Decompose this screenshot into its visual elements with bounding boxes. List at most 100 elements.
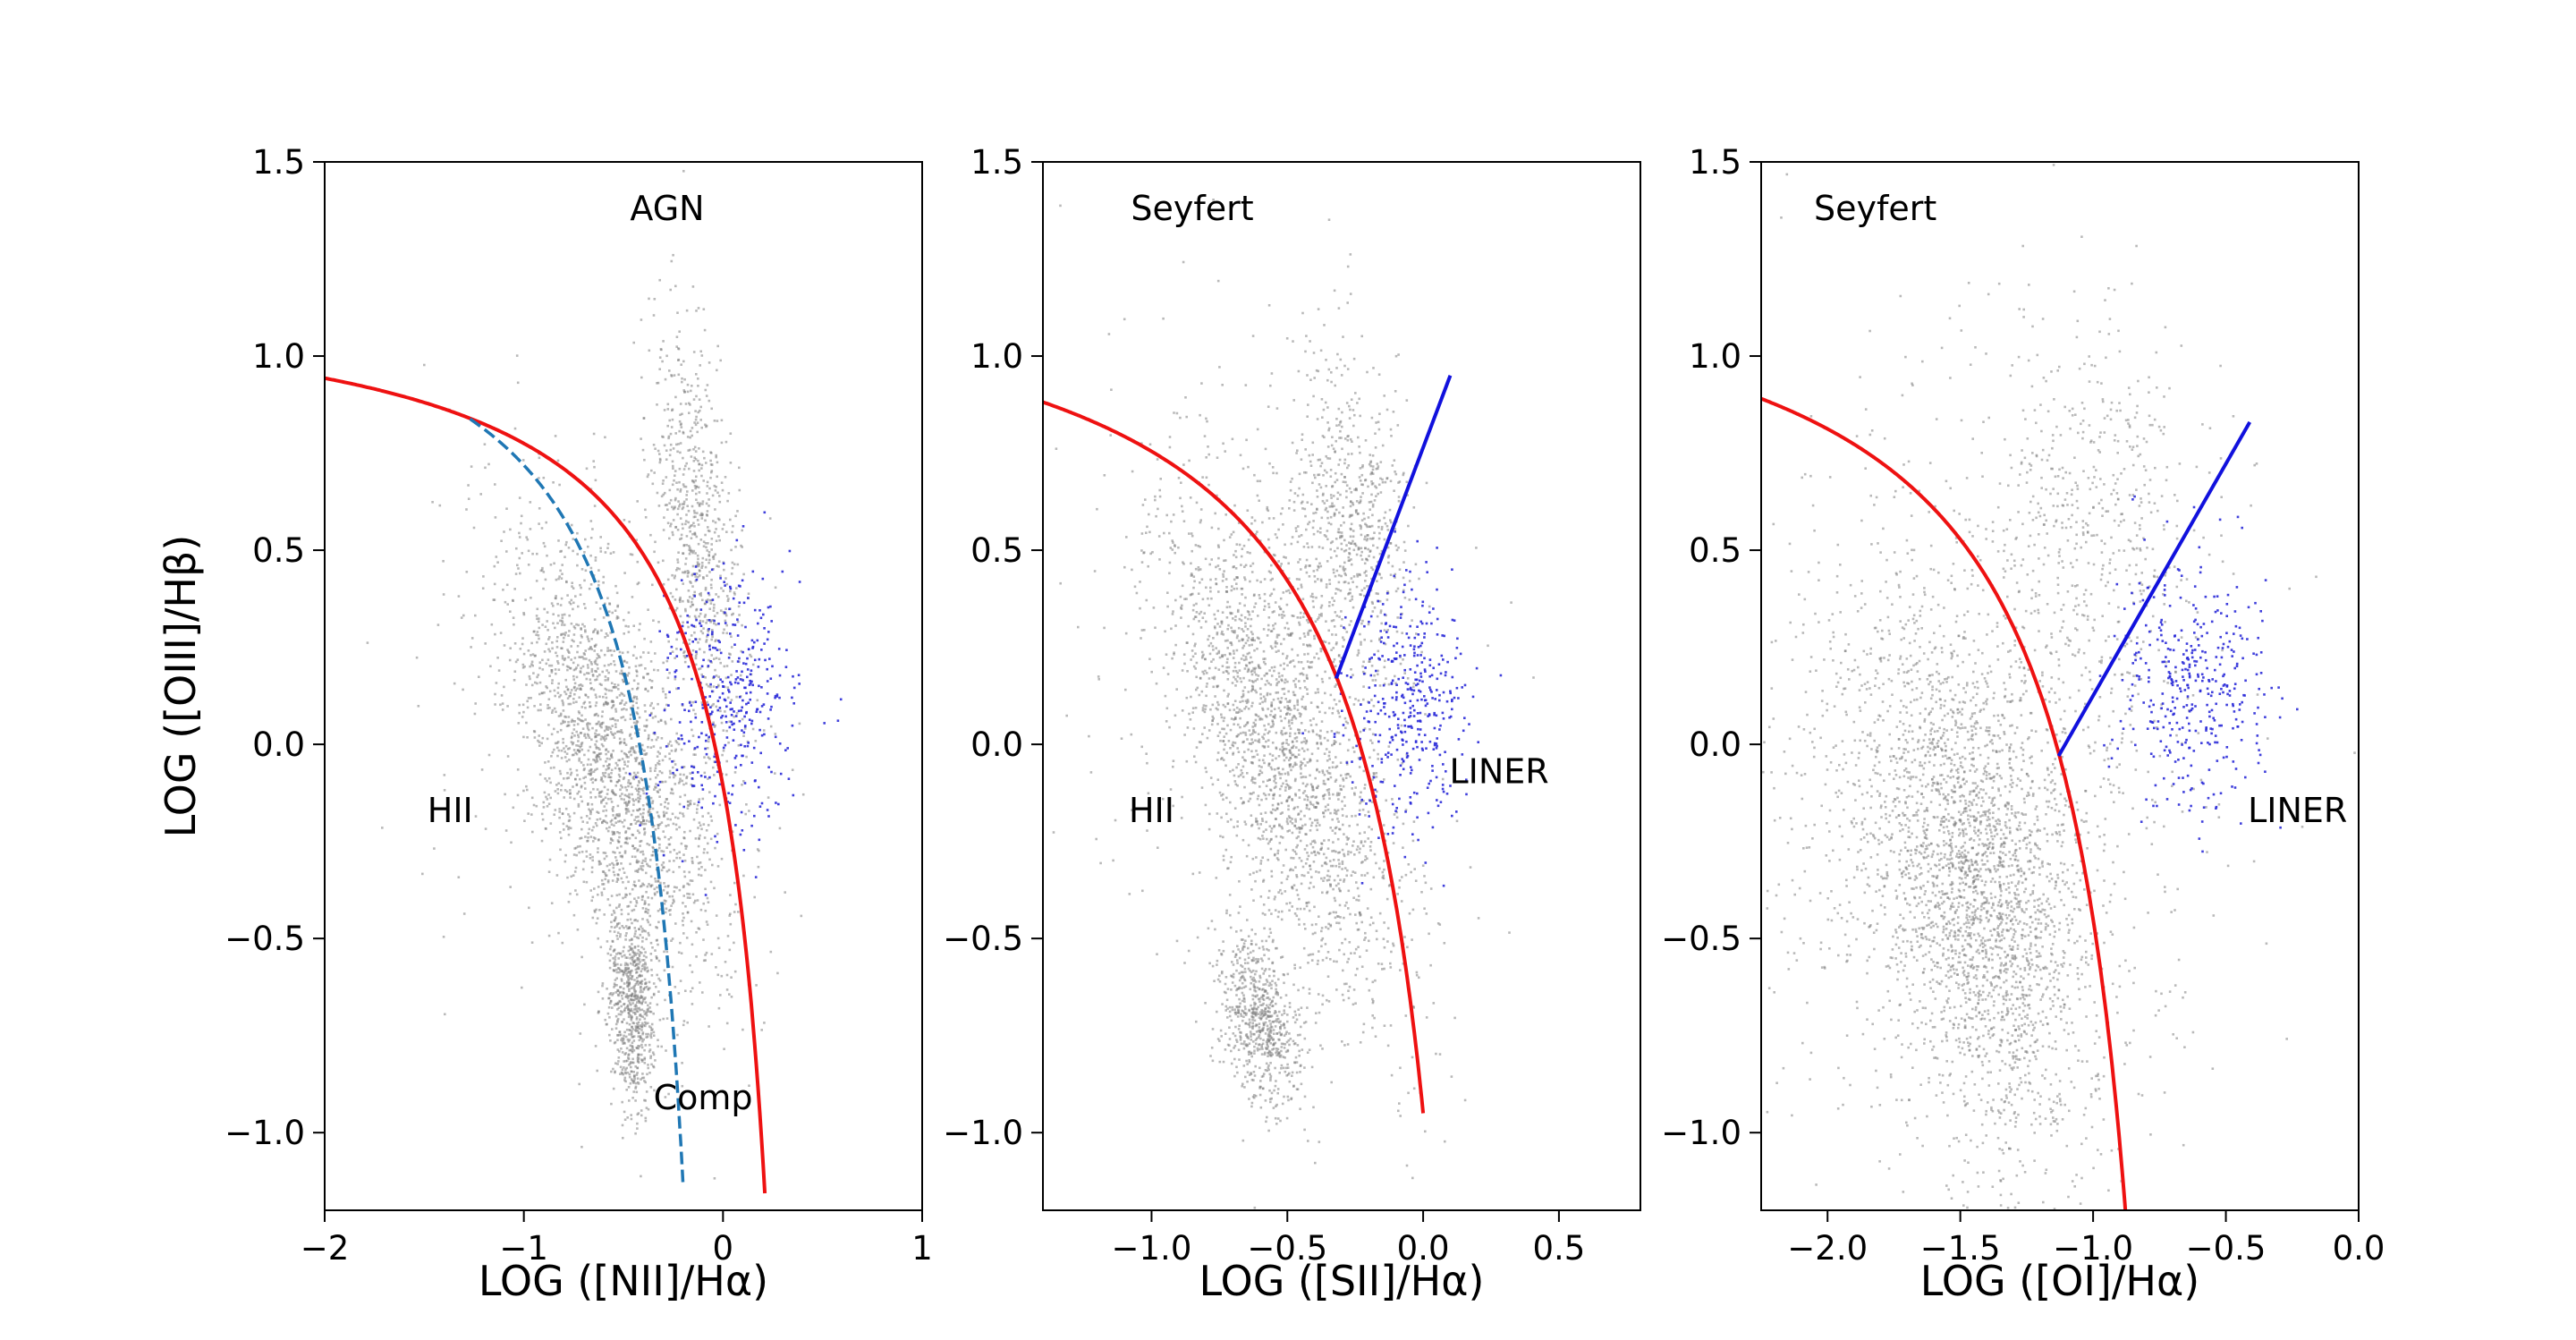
data-point (615, 880, 618, 883)
data-point (711, 629, 714, 632)
data-point (600, 723, 604, 725)
data-point (1245, 701, 1249, 705)
data-point (716, 832, 719, 835)
data-point (610, 818, 614, 822)
data-point (562, 709, 565, 712)
data-point (1273, 666, 1276, 668)
data-point (602, 810, 605, 812)
data-point (602, 744, 605, 748)
data-point (700, 512, 703, 515)
data-point (623, 1030, 626, 1034)
data-point (682, 655, 686, 657)
data-point (1274, 774, 1277, 777)
data-point (602, 695, 605, 699)
data-point (550, 733, 554, 736)
data-point (614, 1062, 617, 1064)
data-point (703, 836, 707, 839)
data-point (646, 1073, 648, 1076)
data-point (594, 837, 597, 840)
data-point (584, 707, 587, 709)
data-point (519, 648, 522, 650)
data-point (1336, 837, 1340, 841)
data-point (638, 808, 641, 811)
data-point (532, 672, 535, 674)
data-point (1230, 818, 1233, 821)
data-point (641, 918, 644, 920)
data-point (623, 703, 626, 706)
data-point (572, 874, 575, 877)
data-point (733, 941, 735, 945)
data-point (1280, 784, 1284, 788)
data-point (650, 1031, 653, 1035)
data-point (1307, 633, 1309, 636)
data-point (695, 650, 698, 653)
data-point (666, 508, 669, 511)
data-point (639, 761, 641, 765)
data-point (1362, 844, 1365, 847)
data-point (1236, 610, 1240, 614)
data-point (1250, 750, 1253, 753)
data-point (670, 904, 673, 907)
data-point (602, 819, 605, 822)
data-point (1298, 712, 1301, 715)
data-point (645, 1090, 648, 1093)
data-point (747, 597, 750, 599)
data-point (602, 774, 606, 777)
data-point (1278, 773, 1281, 776)
data-point (453, 682, 456, 685)
data-point (570, 689, 573, 691)
data-point (721, 691, 724, 695)
data-point (557, 577, 560, 581)
data-point (641, 1031, 645, 1034)
data-point (1258, 741, 1261, 743)
data-point (681, 779, 684, 783)
data-point (684, 844, 687, 847)
data-point (740, 709, 742, 712)
data-point (1283, 981, 1285, 985)
data-point (615, 615, 619, 618)
data-point (1258, 666, 1262, 670)
data-point (624, 893, 627, 896)
data-point (648, 883, 650, 886)
y-tick-label: −1.0 (225, 1114, 305, 1152)
data-point (481, 587, 485, 589)
data-point (632, 1090, 635, 1093)
data-point (760, 705, 764, 708)
data-point (695, 394, 698, 398)
data-point (1232, 649, 1235, 652)
data-point (670, 426, 674, 428)
data-point (657, 1039, 659, 1041)
data-point (619, 963, 623, 966)
data-point (1250, 738, 1253, 741)
data-point (1275, 682, 1279, 684)
data-point (700, 732, 703, 735)
data-point (605, 700, 607, 704)
data-point (554, 694, 556, 698)
data-point (696, 512, 699, 514)
data-point (610, 1102, 613, 1106)
data-point (694, 638, 698, 640)
data-point (697, 575, 699, 579)
data-point (1323, 773, 1326, 776)
data-point (519, 572, 521, 575)
data-point (645, 955, 648, 959)
data-point (556, 636, 559, 639)
data-point (784, 749, 787, 751)
data-point (1310, 660, 1314, 664)
data-point (615, 894, 619, 897)
data-point (726, 599, 730, 602)
data-point (679, 538, 682, 541)
data-point (1258, 666, 1260, 669)
data-point (767, 815, 770, 818)
data-point (694, 655, 698, 657)
data-point (672, 771, 674, 775)
data-point (639, 1018, 641, 1021)
data-point (1285, 742, 1288, 744)
data-point (573, 847, 576, 850)
data-point (1140, 561, 1144, 564)
data-point (651, 801, 654, 805)
data-point (706, 480, 709, 484)
data-point (779, 772, 783, 776)
data-point (674, 598, 677, 601)
data-point (640, 777, 642, 780)
